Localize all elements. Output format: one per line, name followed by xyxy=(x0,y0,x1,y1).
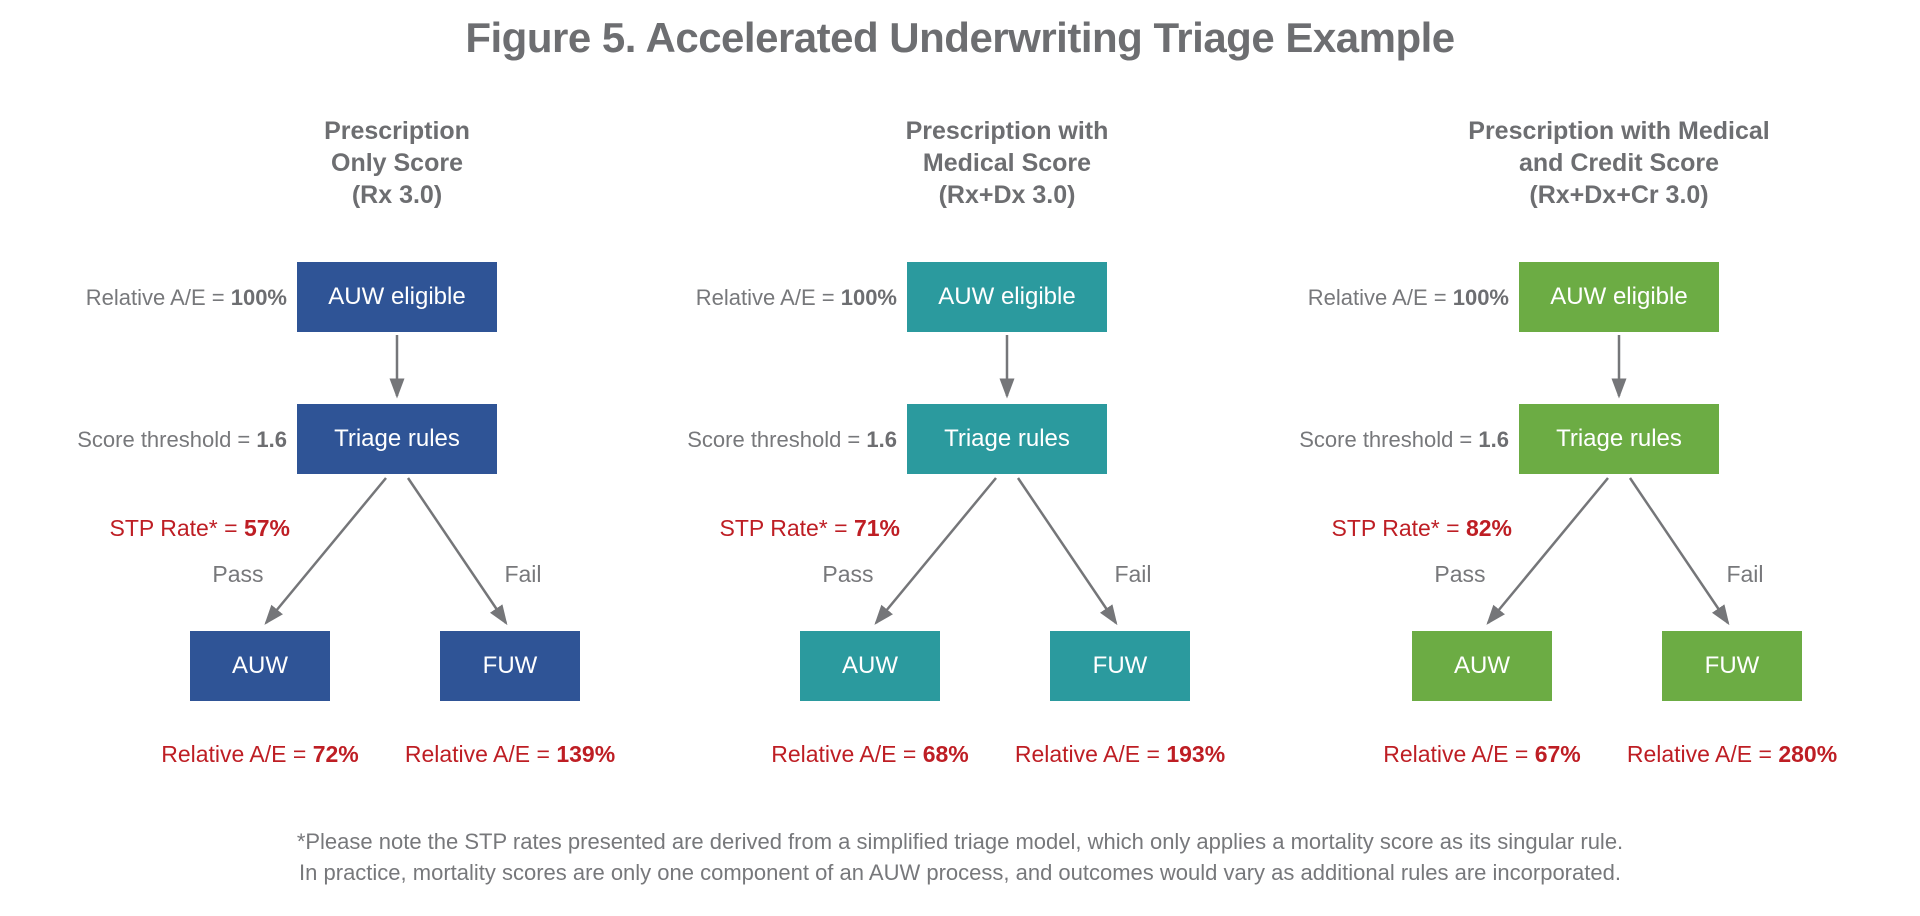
footnote-line-1: *Please note the STP rates presented are… xyxy=(296,829,1624,854)
stp-rate-label: STP Rate* = 57% xyxy=(109,515,291,541)
column-header: Prescription Only Score (Rx 3.0) xyxy=(324,117,470,209)
auw-eligible-box: AUW eligible xyxy=(297,262,497,332)
fuw-relative-ae-label: Relative A/E = 280% xyxy=(1626,741,1838,767)
triage-rules-box: Triage rules xyxy=(297,404,497,474)
relative-ae-eligible-label: Relative A/E = 100% xyxy=(85,285,287,310)
score-threshold-label: Score threshold = 1.6 xyxy=(1299,427,1509,452)
figure-title: Figure 5. Accelerated Underwriting Triag… xyxy=(465,14,1455,61)
fuw-box: FUW xyxy=(1662,631,1802,701)
fail-label: Fail xyxy=(1726,561,1764,587)
auw-relative-ae-label: Relative A/E = 68% xyxy=(771,741,969,767)
auw-box: AUW xyxy=(190,631,330,701)
fuw-box: FUW xyxy=(1050,631,1190,701)
fuw-relative-ae-label: Relative A/E = 139% xyxy=(404,741,616,767)
triage-rules-box: Triage rules xyxy=(1519,404,1719,474)
footnote-line-2: In practice, mortality scores are only o… xyxy=(299,860,1621,886)
auw-eligible-box: AUW eligible xyxy=(907,262,1107,332)
pass-arrow-icon xyxy=(264,477,387,625)
auw-relative-ae-label: Relative A/E = 72% xyxy=(161,741,359,767)
column-rx-dx: Prescription with Medical Score (Rx+Dx 3… xyxy=(650,105,1230,805)
column-header: Prescription with Medical Score (Rx+Dx 3… xyxy=(905,117,1109,209)
auw-eligible-box: AUW eligible xyxy=(1519,262,1719,332)
fuw-relative-ae-label: Relative A/E = 193% xyxy=(1014,741,1226,767)
pass-arrow-icon xyxy=(1486,477,1609,625)
column-rx-dx-cr: Prescription with Medical and Credit Sco… xyxy=(1262,105,1842,805)
pass-label: Pass xyxy=(822,561,874,587)
auw-box: AUW xyxy=(1412,631,1552,701)
score-threshold-label: Score threshold = 1.6 xyxy=(687,427,897,452)
relative-ae-eligible-label: Relative A/E = 100% xyxy=(695,285,897,310)
pass-label: Pass xyxy=(1434,561,1486,587)
score-threshold-label: Score threshold = 1.6 xyxy=(77,427,287,452)
auw-relative-ae-label: Relative A/E = 67% xyxy=(1383,741,1581,767)
footnote: *Please note the STP rates presented are… xyxy=(0,826,1920,888)
fail-label: Fail xyxy=(504,561,542,587)
fail-arrow-icon xyxy=(1628,477,1730,626)
fail-label: Fail xyxy=(1114,561,1152,587)
triage-rules-box: Triage rules xyxy=(907,404,1107,474)
pass-label: Pass xyxy=(212,561,264,587)
relative-ae-eligible-label: Relative A/E = 100% xyxy=(1307,285,1509,310)
stp-rate-label: STP Rate* = 71% xyxy=(719,515,901,541)
fail-arrow-icon xyxy=(1016,477,1118,626)
column-header: Prescription with Medical and Credit Sco… xyxy=(1468,117,1770,209)
column-rx-only: Prescription Only Score (Rx 3.0) Relativ… xyxy=(40,105,620,805)
pass-arrow-icon xyxy=(874,477,997,625)
fail-arrow-icon xyxy=(406,477,508,626)
stp-rate-label: STP Rate* = 82% xyxy=(1331,515,1513,541)
auw-box: AUW xyxy=(800,631,940,701)
fuw-box: FUW xyxy=(440,631,580,701)
